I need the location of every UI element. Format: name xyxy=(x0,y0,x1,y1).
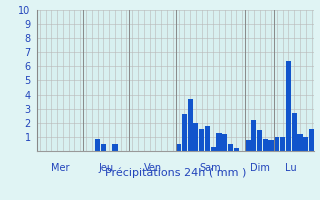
Bar xyxy=(228,144,233,151)
Bar xyxy=(199,129,204,151)
Text: Dim: Dim xyxy=(250,163,269,173)
Bar xyxy=(257,130,262,151)
Bar xyxy=(216,133,222,151)
Bar xyxy=(95,139,100,151)
Bar xyxy=(297,134,303,151)
Text: Ven: Ven xyxy=(143,163,162,173)
Bar xyxy=(263,139,268,151)
Text: Mer: Mer xyxy=(51,163,69,173)
Bar xyxy=(309,129,314,151)
Bar xyxy=(280,137,285,151)
Text: Jeu: Jeu xyxy=(99,163,114,173)
Bar xyxy=(286,61,291,151)
Bar xyxy=(245,140,251,151)
Bar xyxy=(303,137,308,151)
X-axis label: Précipitations 24h ( mm ): Précipitations 24h ( mm ) xyxy=(105,168,246,178)
Bar xyxy=(205,126,210,151)
Bar xyxy=(268,140,274,151)
Bar xyxy=(193,123,198,151)
Bar xyxy=(182,114,187,151)
Bar xyxy=(251,120,256,151)
Bar xyxy=(211,147,216,151)
Bar xyxy=(222,134,228,151)
Bar xyxy=(112,144,117,151)
Bar xyxy=(234,148,239,151)
Bar xyxy=(292,113,297,151)
Bar xyxy=(188,99,193,151)
Bar xyxy=(176,144,181,151)
Bar xyxy=(274,137,279,151)
Text: Sam: Sam xyxy=(200,163,221,173)
Bar xyxy=(101,144,106,151)
Text: Lu: Lu xyxy=(285,163,297,173)
